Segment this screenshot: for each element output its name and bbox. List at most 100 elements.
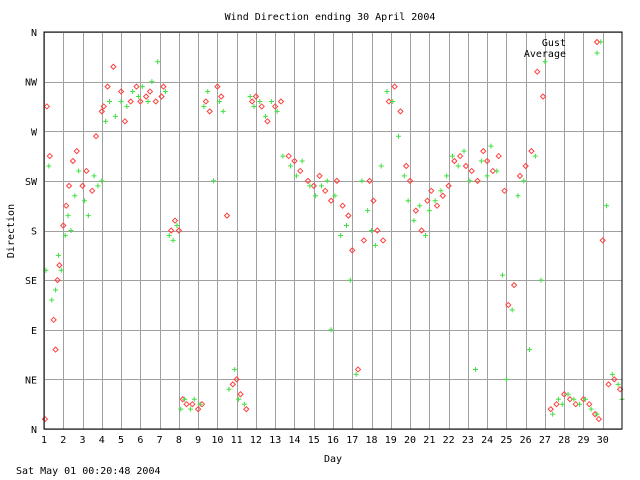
gust-point <box>445 182 452 190</box>
average-point <box>232 366 238 372</box>
average-point <box>162 89 168 95</box>
gust-point <box>158 93 165 100</box>
average-point <box>594 411 600 417</box>
gust-point <box>285 152 292 160</box>
average-point <box>187 406 193 412</box>
average-point <box>299 158 305 164</box>
gust-point <box>304 177 312 185</box>
gust-point <box>183 400 190 408</box>
gust-point <box>354 366 362 373</box>
average-point <box>103 118 109 124</box>
average-point <box>422 232 428 238</box>
gust-point <box>46 152 53 160</box>
gust-point <box>345 212 352 219</box>
x-tick-label: 6 <box>137 435 143 446</box>
y-tick-label: W <box>31 127 38 138</box>
gust-point <box>62 202 70 209</box>
average-point <box>268 98 274 104</box>
x-tick-label: 4 <box>99 435 105 446</box>
gust-point <box>510 281 518 289</box>
x-tick-label: 26 <box>520 435 532 446</box>
x-tick-label: 30 <box>597 435 609 446</box>
average-point <box>178 406 184 412</box>
y-tick-label: SE <box>25 276 37 287</box>
average-point <box>46 163 52 169</box>
gust-point <box>56 262 63 269</box>
x-tick-label: 11 <box>231 435 243 446</box>
average-point <box>197 401 203 407</box>
average-point <box>378 163 384 169</box>
average-point <box>532 153 538 159</box>
average-point <box>76 168 82 174</box>
average-point <box>405 198 411 204</box>
gust-point <box>316 172 323 180</box>
average-point <box>338 232 344 238</box>
gust-point <box>194 405 202 413</box>
average-point <box>503 376 509 382</box>
average-point <box>565 391 571 397</box>
gust-point <box>360 237 368 244</box>
average-point <box>124 103 130 109</box>
average-point <box>65 213 71 219</box>
x-tick-label: 27 <box>539 435 551 446</box>
gust-point <box>206 108 213 115</box>
gust-point <box>566 396 574 403</box>
timestamp: Sat May 01 00:20:48 2004 <box>16 466 161 477</box>
average-point <box>95 183 101 189</box>
average-point <box>500 272 506 278</box>
gust-point <box>52 346 59 353</box>
average-point <box>455 163 461 169</box>
gust-point <box>339 202 346 209</box>
gust-point <box>553 400 560 408</box>
average-point <box>236 396 242 402</box>
gust-point <box>495 152 502 160</box>
gust-point <box>374 227 381 234</box>
gust-point <box>43 103 51 110</box>
gust-point <box>412 207 420 214</box>
gust-point <box>522 162 529 170</box>
gust-point <box>439 192 447 199</box>
gust-point <box>489 167 497 175</box>
x-tick-label: 17 <box>346 435 358 446</box>
average-point <box>615 381 621 387</box>
gust-point <box>456 152 464 160</box>
average-point <box>384 89 390 95</box>
gust-point <box>547 405 554 413</box>
gust-point <box>248 98 256 105</box>
average-point <box>461 148 467 154</box>
gust-point <box>433 202 441 209</box>
gust-point <box>271 103 279 110</box>
average-point <box>130 89 136 95</box>
gust-point <box>100 103 107 110</box>
average-point <box>293 173 299 179</box>
y-axis-ticks: N NE E SE S SW W NW N <box>25 28 38 436</box>
average-point <box>550 411 556 417</box>
average-point <box>444 173 450 179</box>
gust-point <box>586 400 593 408</box>
gust-point <box>98 108 106 115</box>
average-point <box>72 193 78 199</box>
x-tick-label: 28 <box>558 435 570 446</box>
gust-point <box>167 227 175 234</box>
x-tick-label: 24 <box>481 435 493 446</box>
average-point <box>365 208 371 214</box>
plot-frame <box>43 31 623 430</box>
x-tick-label: 16 <box>327 435 339 446</box>
average-point <box>347 277 353 283</box>
gust-point <box>391 83 398 90</box>
gust-point <box>528 147 535 155</box>
average-point <box>99 178 105 184</box>
x-tick-label: 18 <box>366 435 378 446</box>
gust-point <box>599 237 606 244</box>
gust-point <box>252 93 260 100</box>
x-tick-label: 21 <box>423 435 435 446</box>
average-point <box>390 98 396 104</box>
average-point <box>280 153 286 159</box>
average-point <box>118 98 124 104</box>
legend-average-marker <box>594 50 600 56</box>
gust-point <box>366 177 373 185</box>
gust-point <box>428 187 435 195</box>
x-tick-label: 10 <box>211 435 223 446</box>
gust-point <box>291 157 298 165</box>
gust-point <box>349 247 356 254</box>
